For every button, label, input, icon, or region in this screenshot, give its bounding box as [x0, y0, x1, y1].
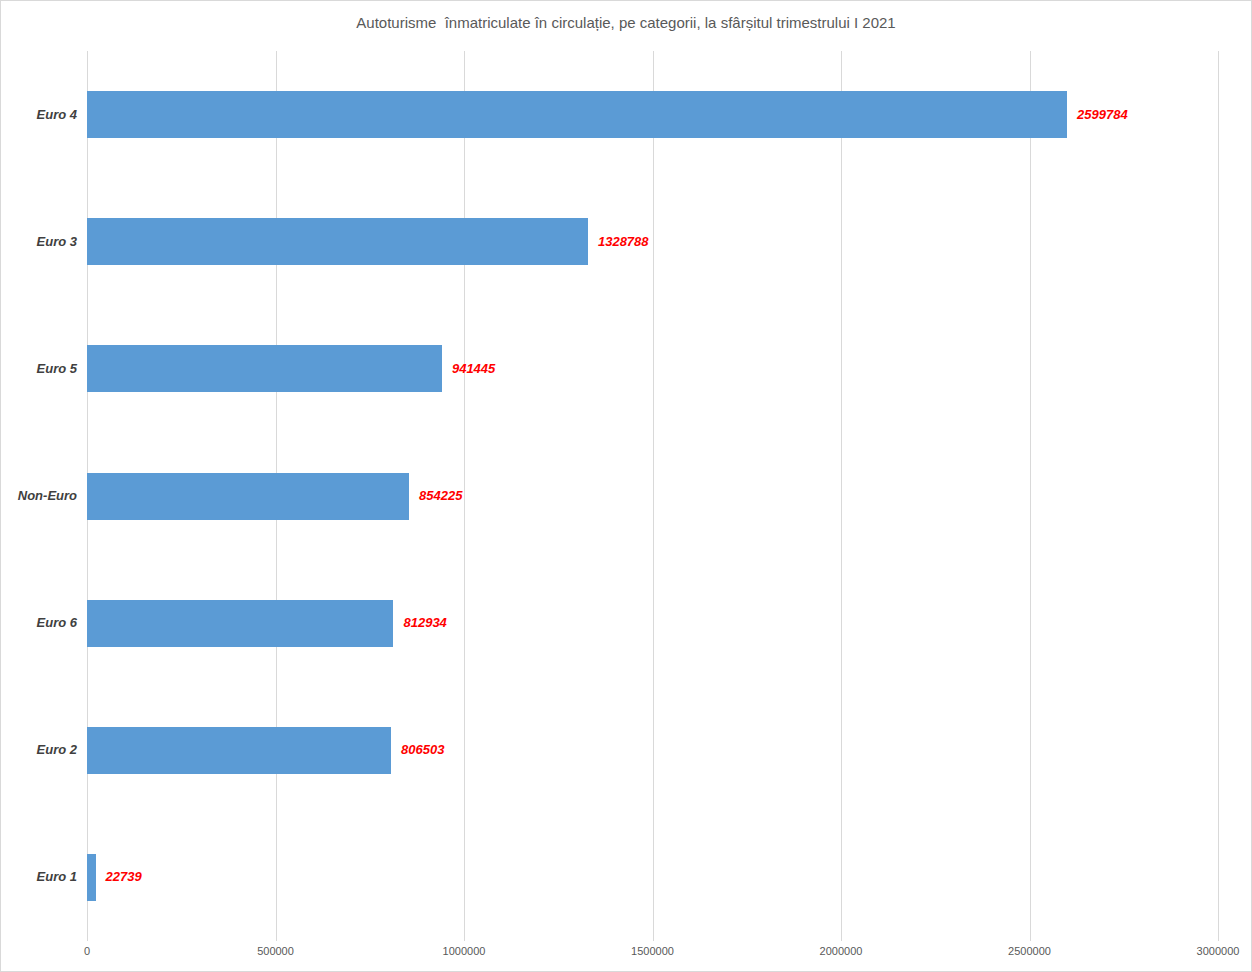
x-tick-label: 1000000 [443, 945, 486, 957]
category-label: Euro 4 [37, 107, 77, 122]
x-tick-label: 0 [84, 945, 90, 957]
x-axis: 0500000100000015000002000000250000030000… [87, 945, 1218, 963]
gridline [841, 51, 842, 941]
x-tick-label: 2000000 [820, 945, 863, 957]
category-axis: Euro 4 Euro 3 Euro 5 Non-Euro Euro 6 Euro 2 Eu… [1, 51, 77, 941]
category-label: Euro 3 [37, 234, 77, 249]
bar [87, 345, 442, 392]
chart-title: Autoturisme înmatriculate în circulație,… [1, 14, 1251, 31]
gridline [1030, 51, 1031, 941]
gridline [464, 51, 465, 941]
category-label: Euro 1 [37, 869, 77, 884]
category-label: Euro 5 [37, 361, 77, 376]
category-label: Euro 6 [37, 615, 77, 630]
bar [87, 218, 588, 265]
x-tick-label: 2500000 [1008, 945, 1051, 957]
bar [87, 854, 96, 901]
x-tick-label: 3000000 [1197, 945, 1240, 957]
value-label: 806503 [401, 742, 444, 757]
value-label: 812934 [403, 615, 446, 630]
x-tick-label: 500000 [257, 945, 294, 957]
value-label: 941445 [452, 361, 495, 376]
value-label: 1328788 [598, 234, 649, 249]
bar [87, 473, 409, 520]
category-label: Euro 2 [37, 742, 77, 757]
chart-root: Autoturisme înmatriculate în circulație,… [0, 0, 1252, 972]
x-tick-label: 1500000 [631, 945, 674, 957]
plot-area: 2599784 1328788 941445 854225 812934 806503 22… [87, 51, 1218, 941]
gridline [653, 51, 654, 941]
value-label: 2599784 [1077, 107, 1128, 122]
bar [87, 91, 1067, 138]
value-label: 22739 [106, 869, 142, 884]
bar [87, 727, 391, 774]
gridline [1218, 51, 1219, 941]
value-label: 854225 [419, 488, 462, 503]
category-label: Non-Euro [18, 488, 77, 503]
bar [87, 600, 393, 647]
